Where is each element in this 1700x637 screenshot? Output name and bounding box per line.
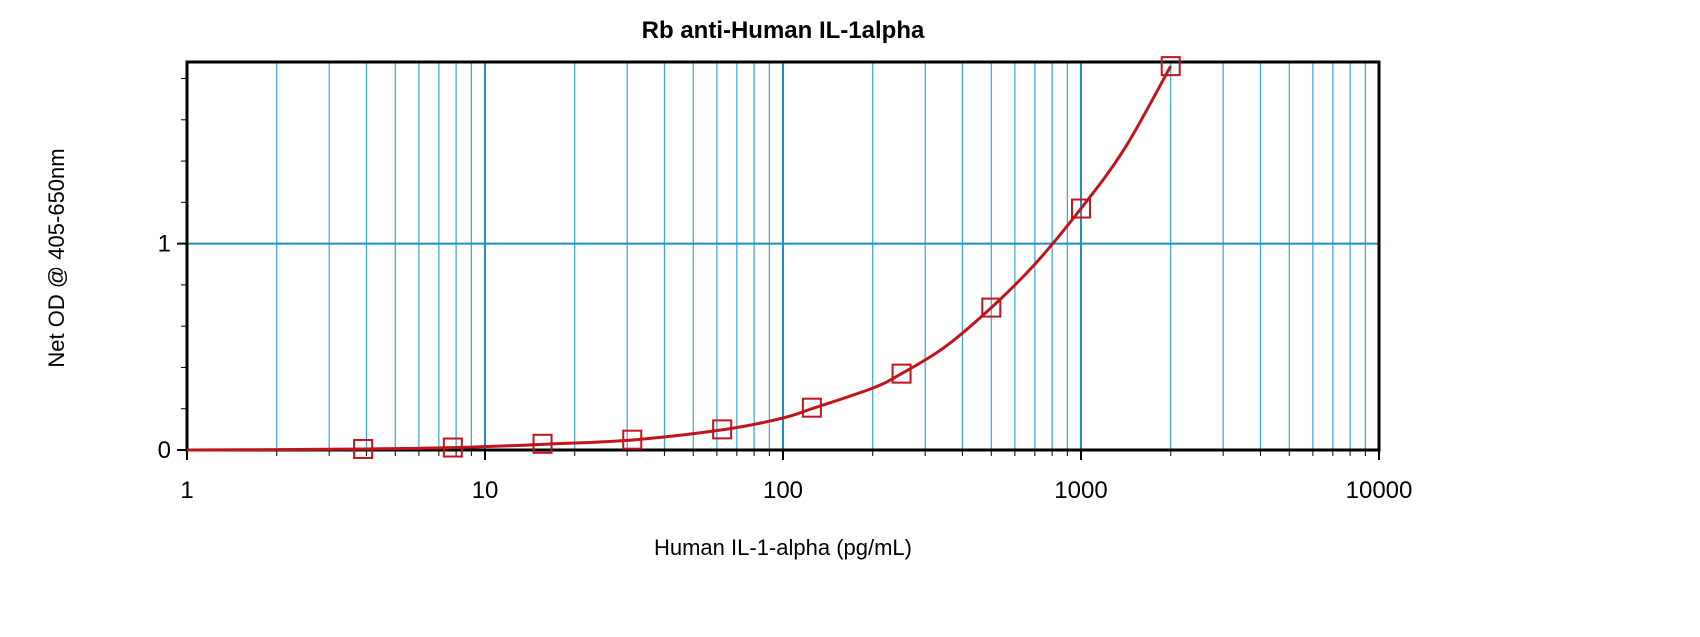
data-point (1071, 198, 1091, 219)
data-point (1160, 56, 1181, 77)
y-tick-label: 1 (158, 231, 171, 258)
axes: 011 10 100 1000 10000 (158, 78, 1413, 504)
data-point (981, 297, 1002, 318)
data-point (622, 429, 643, 450)
y-axis-label: Net OD @ 405-650nm (44, 148, 69, 367)
data-points (353, 56, 1181, 459)
data-point (353, 438, 374, 459)
x-tick-label: 1000 (1054, 477, 1107, 504)
x-tick-label: 10 (472, 477, 499, 504)
x-axis-label: Human IL-1-alpha (pg/mL) (654, 535, 912, 560)
chart-title: Rb anti-Human IL-1alpha (642, 17, 925, 44)
data-point (442, 437, 463, 458)
data-point (532, 433, 553, 454)
fit-curve-group (186, 65, 1173, 452)
grid-lines (187, 62, 1379, 450)
fit-curve (186, 65, 1173, 452)
data-point (712, 419, 733, 440)
x-tick-label: 100 (763, 477, 803, 504)
data-point (801, 397, 822, 418)
data-point (891, 363, 912, 384)
x-tick-label: 1 (180, 477, 193, 504)
y-tick-label: 0 (158, 437, 171, 464)
x-tick-label: 10000 (1346, 477, 1413, 504)
